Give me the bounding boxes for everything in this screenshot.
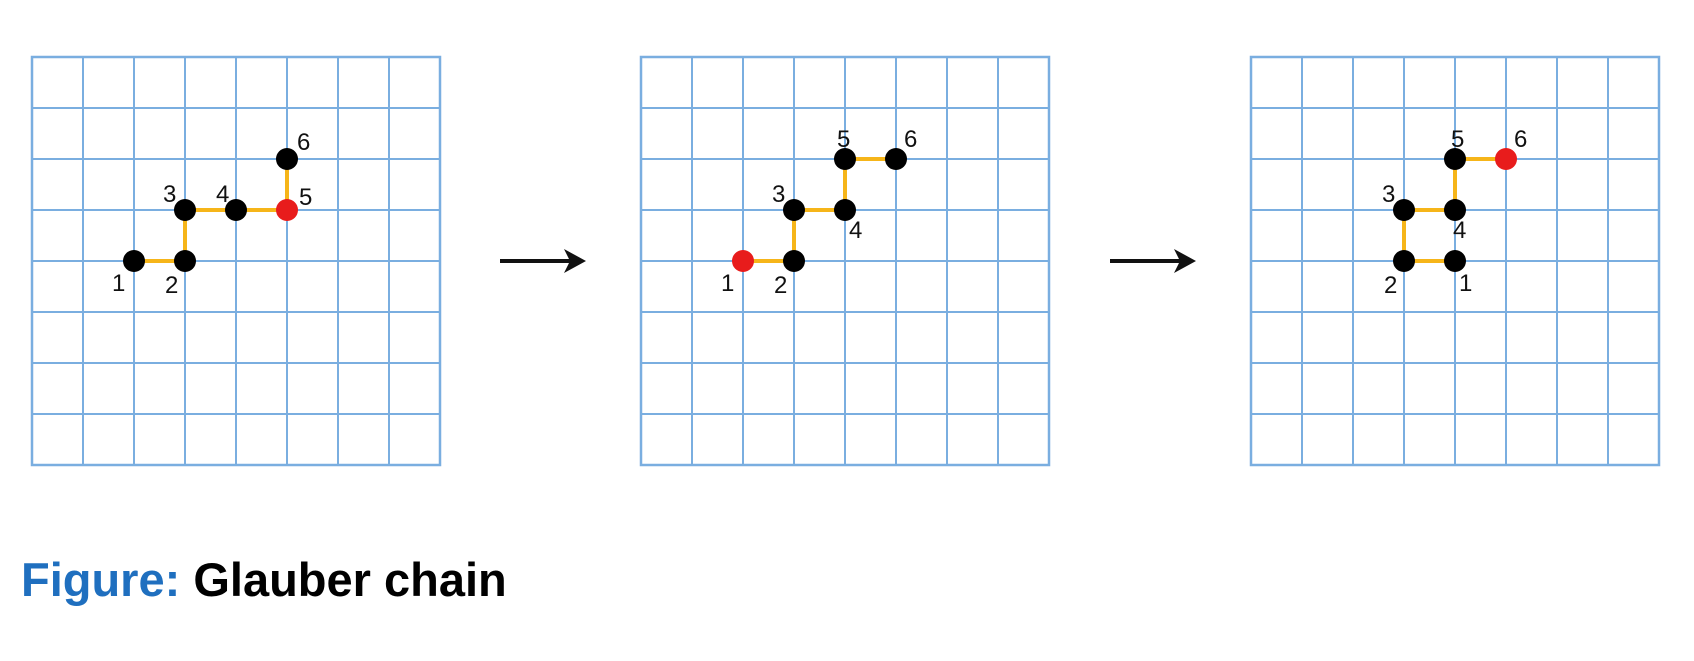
transition-arrow-1	[500, 249, 586, 273]
chain-node	[174, 250, 196, 272]
chain-node	[1444, 250, 1466, 272]
node-label: 5	[837, 126, 850, 153]
chain-node	[783, 250, 805, 272]
arrow-head	[564, 249, 586, 273]
node-label: 2	[165, 272, 178, 299]
lattice-border	[30, 55, 442, 467]
caption-label: Figure:	[21, 553, 181, 606]
lattice-panel-2: 1 2 3 4 5 6	[639, 55, 1051, 467]
lattice-panel-3: 1 2 3 4 5 6	[1249, 55, 1661, 467]
chain-node	[225, 199, 247, 221]
caption-text: Glauber chain	[193, 553, 507, 606]
chain-node	[1444, 148, 1466, 170]
selected-node	[732, 250, 754, 272]
node-label: 2	[1384, 272, 1397, 299]
node-label: 6	[904, 126, 917, 153]
node-label: 1	[112, 270, 125, 297]
chain-node	[1393, 250, 1415, 272]
lattice-panel-1: 1 2 3 4 5 6	[30, 55, 442, 467]
selected-node	[1495, 148, 1517, 170]
chain-node	[834, 148, 856, 170]
node-label: 3	[163, 181, 176, 208]
node-label: 5	[1451, 126, 1464, 153]
transition-arrow-2	[1110, 249, 1196, 273]
lattice-border	[1249, 55, 1661, 467]
chain-node	[1444, 199, 1466, 221]
node-label: 4	[216, 181, 229, 208]
node-label: 4	[849, 217, 862, 244]
chain-node	[885, 148, 907, 170]
node-label: 3	[772, 181, 785, 208]
node-label: 4	[1453, 217, 1466, 244]
chain-node	[1393, 199, 1415, 221]
selected-node	[276, 199, 298, 221]
chain-node	[123, 250, 145, 272]
node-label: 1	[721, 270, 734, 297]
arrow-head	[1174, 249, 1196, 273]
figure-caption: Figure: Glauber chain	[21, 552, 507, 607]
node-label: 2	[774, 272, 787, 299]
node-label: 1	[1459, 270, 1472, 297]
node-label: 6	[1514, 126, 1527, 153]
chain-node	[783, 199, 805, 221]
node-label: 3	[1382, 181, 1395, 208]
chain-node	[174, 199, 196, 221]
chain-node	[834, 199, 856, 221]
node-label: 6	[297, 129, 310, 156]
node-label: 5	[299, 184, 312, 211]
chain-node	[276, 148, 298, 170]
lattice-border	[639, 55, 1051, 467]
